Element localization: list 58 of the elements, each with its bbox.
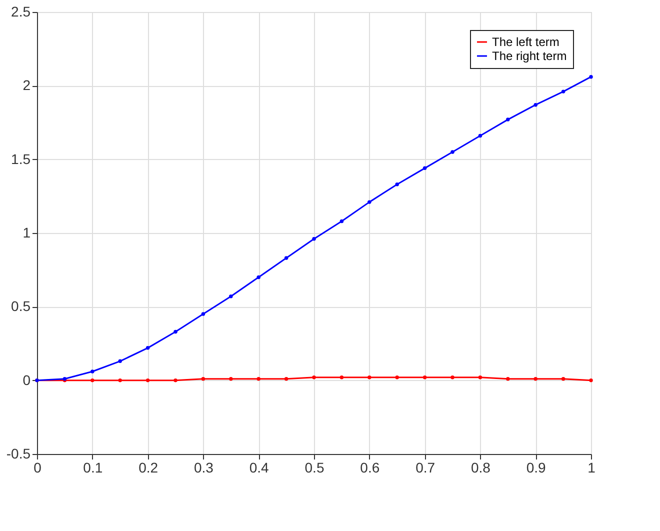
point: [146, 378, 150, 382]
point: [256, 376, 260, 381]
point: [478, 376, 482, 380]
point: [395, 376, 399, 380]
y-tick-label: 1.5: [11, 150, 31, 167]
point: [395, 182, 399, 186]
point: [368, 200, 372, 204]
point: [506, 118, 510, 122]
point: [534, 376, 538, 381]
point: [174, 378, 178, 382]
point: [422, 166, 427, 170]
x-tick-label: 0.1: [83, 460, 103, 476]
point: [174, 330, 178, 334]
y-tick-label: 1: [22, 224, 31, 240]
y-tick-label: 2: [22, 77, 31, 94]
point: [284, 256, 288, 260]
x-tick-label: 0.2: [138, 460, 158, 476]
x-tick-label: 1: [588, 460, 596, 476]
point: [589, 378, 593, 382]
point: [312, 376, 316, 380]
point: [284, 376, 288, 381]
y-tick-label: 0: [22, 372, 31, 388]
y-tick-label: 0.5: [11, 298, 31, 314]
point: [229, 294, 233, 298]
x-tick-label: 0.5: [304, 460, 324, 476]
point: [561, 376, 566, 381]
x-tick-label: 0.3: [194, 460, 214, 476]
point: [90, 370, 94, 374]
point: [340, 219, 344, 224]
y-tick-label: -0.5: [6, 446, 31, 462]
legend-label: The left term: [492, 35, 560, 49]
x-tick-label: 0.7: [416, 460, 436, 476]
point: [422, 376, 427, 380]
point: [534, 102, 538, 107]
point: [478, 134, 482, 138]
point: [450, 150, 454, 154]
point: [256, 275, 260, 280]
point: [368, 376, 372, 380]
point: [229, 376, 233, 381]
point: [589, 74, 593, 79]
legend-label: The right term: [492, 49, 567, 63]
x-tick-label: 0.8: [470, 460, 491, 476]
x-tick-label: 0.9: [526, 460, 546, 476]
point: [90, 378, 94, 382]
x-tick-label: 0.6: [360, 460, 380, 476]
point: [506, 376, 510, 381]
point: [450, 376, 454, 380]
point: [201, 376, 206, 381]
point: [118, 359, 122, 364]
point: [201, 312, 206, 316]
point: [340, 376, 344, 380]
point: [118, 378, 122, 382]
point: [312, 237, 316, 241]
point: [146, 346, 150, 350]
y-tick-label: 2.5: [11, 4, 31, 20]
x-tick-label: 0: [34, 460, 42, 476]
point: [561, 90, 566, 94]
x-tick-label: 0.4: [249, 460, 270, 476]
